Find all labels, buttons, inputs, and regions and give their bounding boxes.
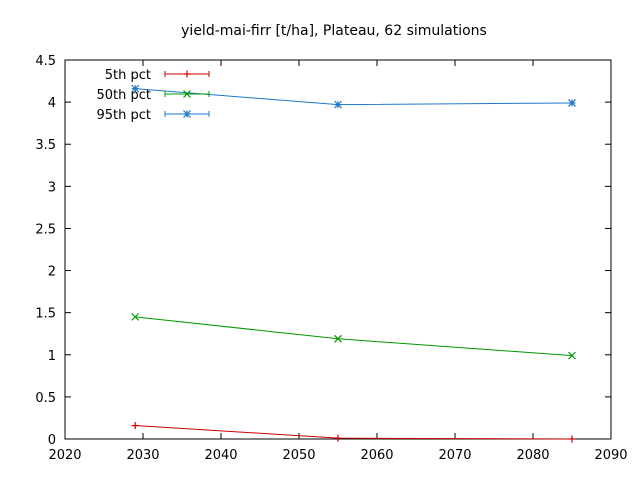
data-point-95th-pct <box>334 100 342 109</box>
x-tick-label: 2060 <box>360 448 393 463</box>
legend: 5th pct 50th pct 95th pct <box>96 68 210 123</box>
series-line-50th-pct <box>135 316 573 357</box>
legend-label-50th-pct: 50th pct <box>96 88 151 103</box>
x-tick-label: 2030 <box>126 448 159 463</box>
y-tick-label: 1.5 <box>35 307 56 322</box>
series-layer <box>131 84 576 443</box>
chart-title: yield-mai-firr [t/ha], Plateau, 62 simul… <box>181 23 487 39</box>
data-point-50th-pct <box>334 334 342 343</box>
legend-marker-5th-pct <box>183 70 191 78</box>
data-point-5th-pct <box>568 435 576 443</box>
y-tick-label: 4 <box>48 96 56 111</box>
y-tick-label: 2.5 <box>35 222 56 237</box>
y-tick-label: 0 <box>48 433 56 448</box>
plot-axes: 2020 2030 2040 2050 2060 2070 2080 2090 0 0.5 1 1.5… <box>35 54 627 463</box>
data-point-95th-pct <box>131 84 140 93</box>
x-tick-label: 2090 <box>594 448 627 463</box>
y-tick-label: 1 <box>48 349 56 364</box>
legend-label-95th-pct: 95th pct <box>96 108 151 123</box>
legend-marker-50th-pct <box>183 90 191 98</box>
x-tick-label: 2070 <box>438 448 471 463</box>
legend-marker-95th-pct <box>183 110 191 118</box>
y-tick-label: 3.5 <box>35 138 56 153</box>
data-point-50th-pct <box>131 312 140 321</box>
data-point-5th-pct <box>131 422 139 430</box>
data-point-5th-pct <box>334 434 342 442</box>
series-line-5th-pct <box>135 425 573 440</box>
y-tick-label: 3 <box>48 180 56 195</box>
data-point-95th-pct <box>568 99 576 107</box>
y-tick-label: 0.5 <box>35 391 56 406</box>
x-tick-label: 2020 <box>48 448 81 463</box>
y-tick-label: 2 <box>48 265 56 280</box>
x-tick-label: 2040 <box>204 448 237 463</box>
legend-label-5th-pct: 5th pct <box>105 68 151 83</box>
x-tick-label: 2050 <box>282 448 315 463</box>
series-line-95th-pct <box>135 88 573 106</box>
x-tick-label: 2080 <box>516 448 549 463</box>
data-point-50th-pct <box>568 351 576 360</box>
y-tick-label: 4.5 <box>35 54 56 69</box>
